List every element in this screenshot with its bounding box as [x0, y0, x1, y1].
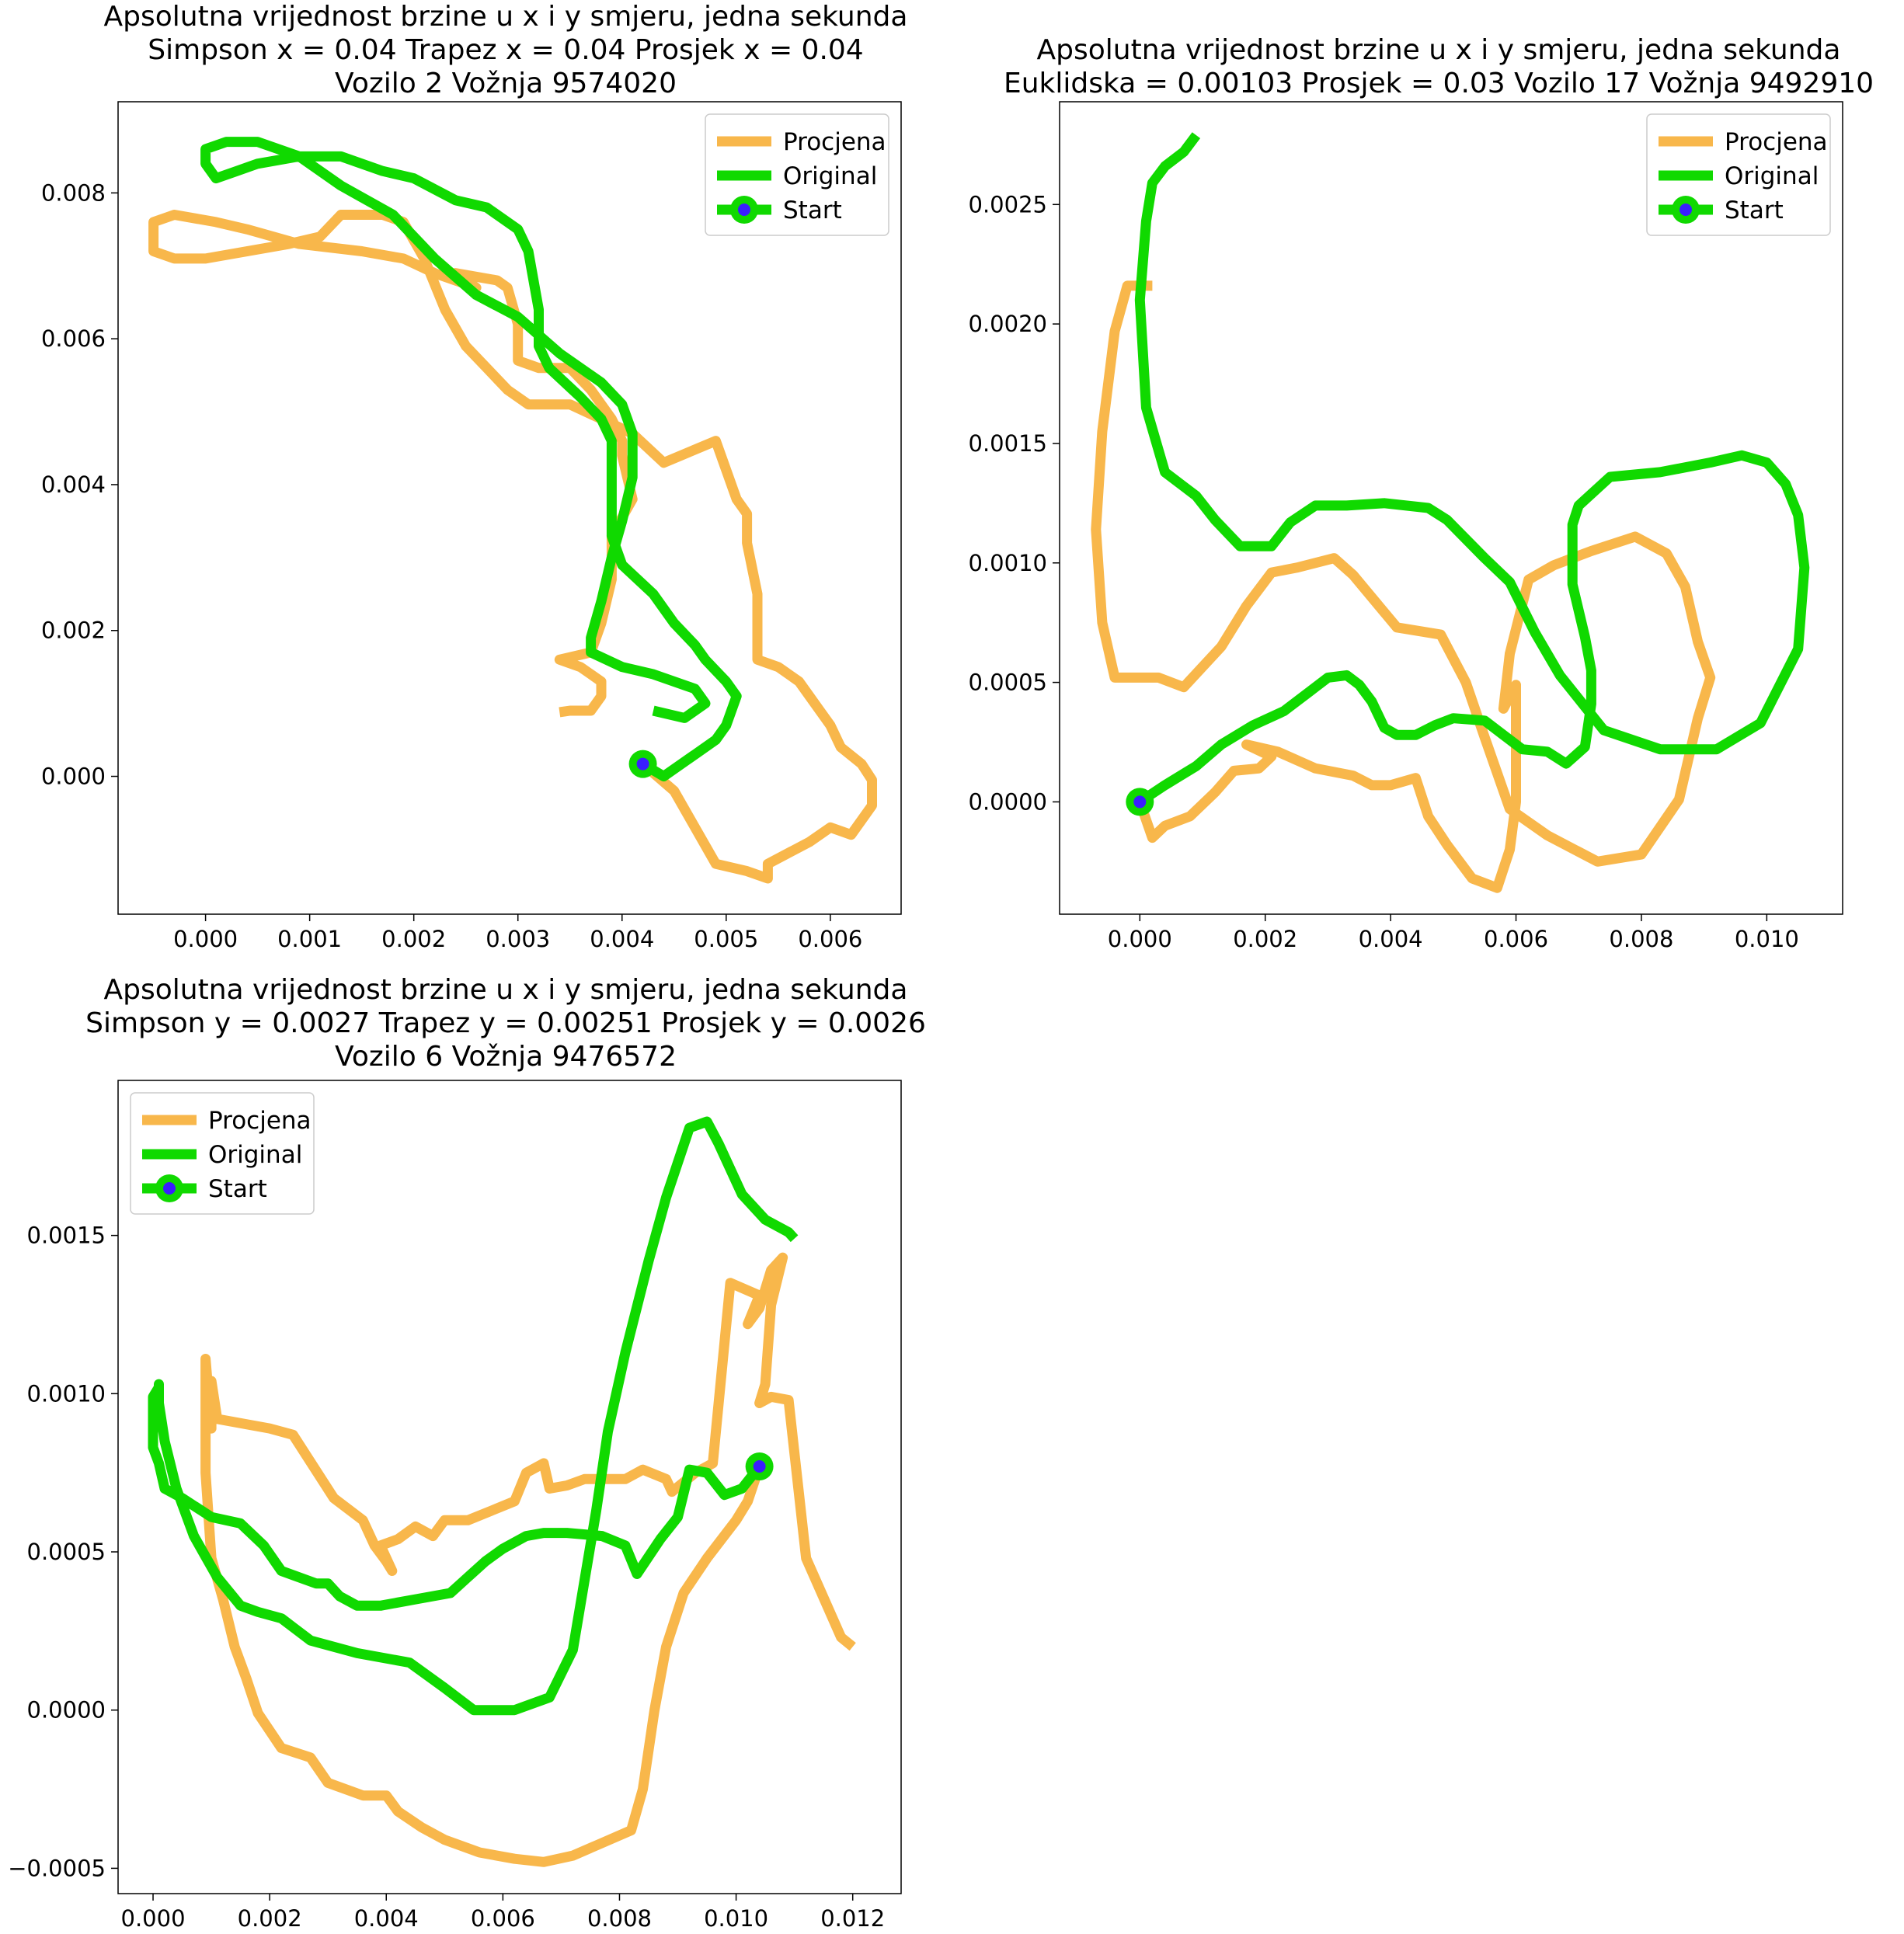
legend-label-start: Start	[783, 197, 842, 224]
legend-start-dot	[738, 203, 750, 216]
y-tick-label: 0.006	[41, 325, 106, 352]
y-tick-label: 0.002	[41, 617, 106, 644]
x-tick-label: 0.005	[694, 926, 758, 952]
start-marker-dot	[636, 757, 649, 770]
plot-frame	[117, 1080, 902, 1894]
x-tick-label: 0.008	[1609, 926, 1673, 952]
x-tick-label: 0.002	[1233, 926, 1297, 952]
plot-frame	[117, 101, 902, 915]
legend: Procjena Original Start	[1646, 113, 1831, 236]
series-line-original	[1134, 132, 1810, 806]
y-tick-label: 0.008	[41, 179, 106, 206]
chart-1-title-line-3: Vozilo 2 Vožnja 9574020	[335, 68, 677, 99]
series-line-procjena	[200, 1252, 856, 1867]
legend-label-original: Original	[1725, 162, 1819, 190]
y-tick-label: 0.000	[41, 764, 106, 790]
legend-label-original: Original	[783, 162, 877, 190]
y-tick-label: 0.0020	[969, 311, 1047, 337]
x-tick-label: 0.006	[1484, 926, 1548, 952]
legend-label-procjena: Procjena	[208, 1107, 312, 1135]
y-tick-label: 0.0015	[27, 1223, 106, 1249]
y-tick-label: 0.0005	[27, 1539, 106, 1565]
x-tick-label: 0.000	[121, 1905, 186, 1932]
y-tick-label: 0.0015	[969, 430, 1047, 457]
x-tick-label: 0.003	[486, 926, 550, 952]
y-tick-label: 0.0005	[969, 670, 1047, 696]
series-line-procjena	[1091, 280, 1716, 893]
y-tick-label: 0.0025	[969, 191, 1047, 217]
legend-label-start: Start	[208, 1175, 267, 1203]
series-line-original	[200, 137, 742, 781]
x-tick-label: 0.006	[471, 1905, 535, 1932]
x-tick-label: 0.000	[1108, 926, 1172, 952]
x-tick-label: 0.001	[277, 926, 342, 952]
x-tick-label: 0.008	[587, 1905, 652, 1932]
chart-3-title-line-1: Apsolutna vrijednost brzine u x i y smje…	[103, 974, 908, 1006]
x-tick-label: 0.004	[354, 1905, 419, 1932]
y-tick-label: 0.0010	[27, 1380, 106, 1407]
x-tick-label: 0.010	[704, 1905, 768, 1932]
y-tick-label: −0.0005	[8, 1855, 106, 1881]
start-marker-dot	[753, 1460, 766, 1473]
chart-3-title-line-2: Simpson y = 0.0027 Trapez y = 0.00251 Pr…	[85, 1007, 926, 1039]
chart-2-title: Apsolutna vrijednost brzine u x i y smje…	[1004, 33, 1874, 100]
x-tick-label: 0.004	[590, 926, 654, 952]
chart-1-title-line-2: Simpson x = 0.04 Trapez x = 0.04 Prosjek…	[148, 34, 864, 66]
chart-1: 0.000 0.001 0.002 0.003 0.004 0.005 0.006 0.000…	[41, 101, 902, 952]
legend: Procjena Original Start	[130, 1092, 315, 1215]
chart-2-title-line-1: Apsolutna vrijednost brzine u x i y smje…	[1036, 34, 1841, 66]
start-marker-dot	[1133, 795, 1147, 809]
x-tick-label: 0.006	[798, 926, 862, 952]
legend: Procjena Original Start	[705, 113, 889, 236]
x-tick-label: 0.010	[1735, 926, 1799, 952]
chart-3-title: Apsolutna vrijednost brzine u x i y smje…	[85, 973, 926, 1073]
y-tick-label: 0.0000	[27, 1697, 106, 1724]
x-tick-label: 0.002	[238, 1905, 302, 1932]
y-tick-label: 0.0000	[969, 788, 1047, 815]
x-tick-label: 0.012	[820, 1905, 885, 1932]
chart-3-title-line-3: Vozilo 6 Vožnja 9476572	[335, 1041, 677, 1073]
chart-3: 0.000 0.002 0.004 0.006 0.008 0.010 0.012 −0.00…	[8, 1080, 902, 1932]
x-tick-label: 0.000	[173, 926, 238, 952]
legend-label-original: Original	[208, 1141, 302, 1169]
legend-start-dot	[163, 1182, 176, 1195]
x-tick-label: 0.004	[1359, 926, 1423, 952]
legend-label-start: Start	[1725, 197, 1784, 224]
legend-start-dot	[1679, 203, 1692, 216]
series-line-original	[148, 1116, 799, 1716]
y-tick-label: 0.0010	[969, 550, 1047, 576]
chart-1-title: Apsolutna vrijednost brzine u x i y smje…	[104, 0, 908, 100]
y-tick-label: 0.004	[41, 471, 106, 498]
plot-frame	[1059, 101, 1843, 915]
series-line-procjena	[148, 210, 877, 884]
chart-2-title-line-2: Euklidska = 0.00103 Prosjek = 0.03 Vozil…	[1003, 68, 1874, 99]
x-tick-label: 0.002	[381, 926, 446, 952]
legend-label-procjena: Procjena	[1725, 128, 1828, 156]
legend-label-procjena: Procjena	[783, 128, 886, 156]
chart-1-title-line-1: Apsolutna vrijednost brzine u x i y smje…	[103, 1, 908, 33]
chart-2: 0.000 0.002 0.004 0.006 0.008 0.010 0.0000 0.00…	[969, 101, 1843, 952]
